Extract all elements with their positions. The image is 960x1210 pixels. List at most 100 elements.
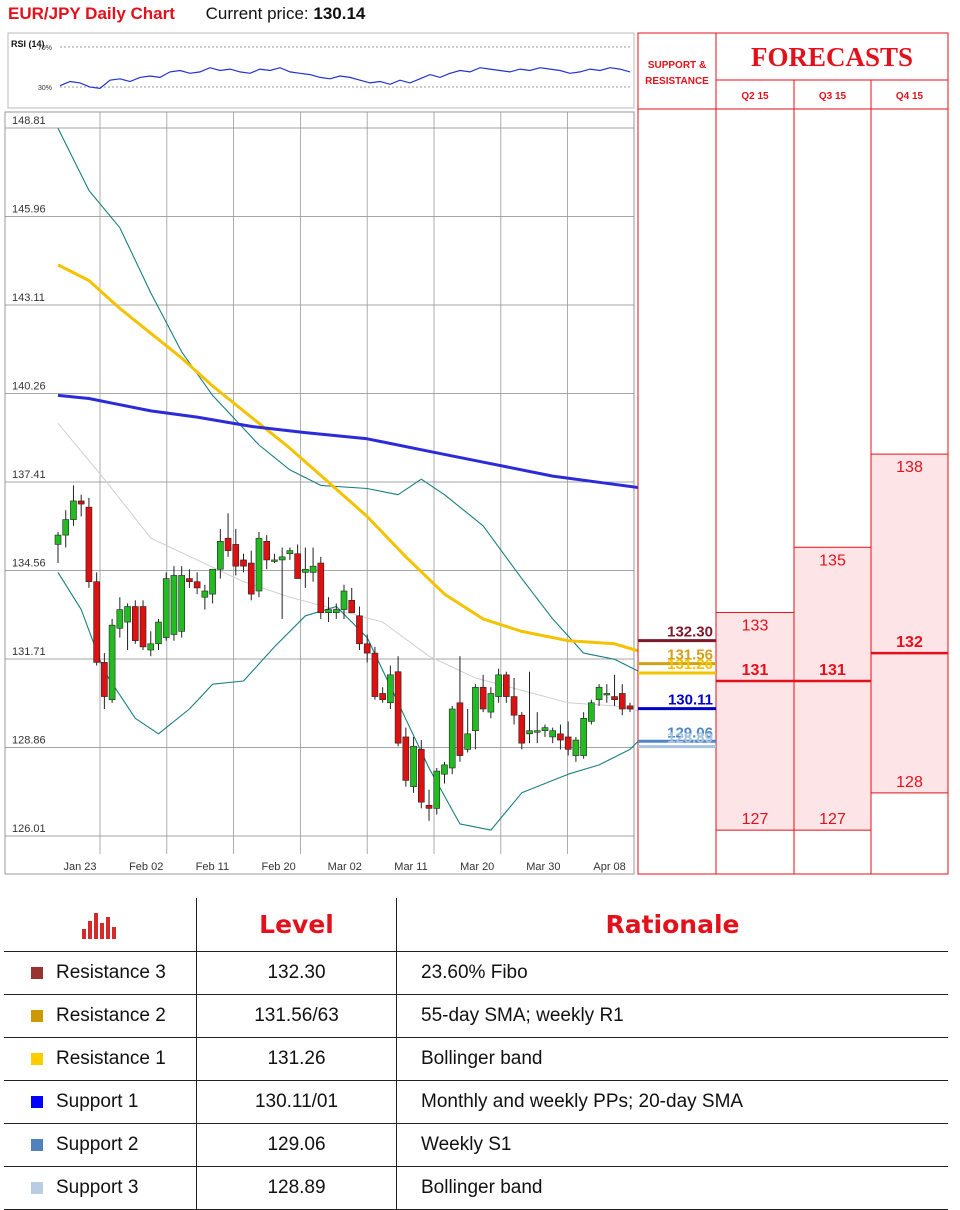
- level-color-swatch: [31, 1053, 43, 1065]
- level-name: Support 3: [56, 1177, 139, 1198]
- forecasts-header: FORECASTS: [751, 42, 913, 72]
- candle: [348, 587, 356, 614]
- candle: [518, 712, 526, 750]
- candle-body: [340, 590, 348, 610]
- candle-body: [263, 541, 271, 561]
- candle: [124, 603, 131, 650]
- candle: [402, 727, 410, 787]
- candle: [232, 528, 240, 576]
- rationale-cell: 23.60% Fibo: [396, 951, 948, 995]
- candle-body: [217, 541, 224, 570]
- candle-body: [62, 519, 70, 536]
- forecast-range: [715, 611, 795, 831]
- level-color-swatch: [31, 1096, 43, 1108]
- y-tick-label: 140.26: [12, 381, 46, 393]
- level-label-r3: 132.30: [667, 624, 713, 641]
- level-name-cell: Support 2: [4, 1123, 197, 1167]
- candle: [247, 550, 255, 601]
- forecast-low-label: 127: [819, 811, 846, 828]
- candle: [448, 705, 456, 775]
- candle: [54, 531, 62, 564]
- rsi-level-label: 70%: [38, 45, 52, 52]
- candle-body: [356, 615, 363, 645]
- candle-body: [317, 562, 325, 614]
- candle-body: [302, 568, 309, 573]
- level-name: Resistance 1: [56, 1048, 166, 1069]
- sma200-line: [57, 393, 646, 490]
- forecast-range: [870, 453, 949, 794]
- candle: [278, 547, 286, 619]
- candle-body: [441, 764, 448, 775]
- candle-body: [240, 559, 247, 567]
- candle: [417, 740, 425, 809]
- y-tick-label: 143.11: [12, 292, 45, 304]
- level-name: Resistance 2: [56, 1005, 166, 1026]
- candle-body: [332, 609, 340, 614]
- candle: [317, 556, 325, 619]
- x-tick-label: Jan 23: [63, 861, 96, 873]
- level-column-header: Level: [196, 898, 397, 952]
- candle: [155, 618, 162, 650]
- level-name-cell: Support 3: [4, 1166, 197, 1210]
- x-tick-label: Feb 11: [196, 861, 229, 873]
- candle-body: [108, 624, 116, 700]
- candle: [487, 687, 495, 719]
- candle: [603, 684, 611, 703]
- rationale-cell: Monthly and weekly PPs; 20-day SMA: [396, 1080, 948, 1124]
- level-value-cell: 129.06: [196, 1123, 397, 1167]
- candle: [379, 687, 386, 703]
- level-value-cell: 131.26: [196, 1037, 397, 1081]
- chart-canvas: RSI (14)70% 30% 148.81 145.96 143.11 140.26 13…: [4, 32, 949, 875]
- quarter-label: Q4 15: [896, 91, 924, 102]
- candle-body: [487, 693, 495, 713]
- forecast-low-label: 127: [742, 811, 769, 828]
- candle-body: [456, 702, 464, 756]
- candle-body: [618, 693, 626, 710]
- candle-body: [232, 544, 240, 567]
- sr-header-line-1: SUPPORT &: [648, 60, 706, 71]
- candle: [611, 674, 618, 706]
- candle-body: [363, 643, 371, 654]
- candle-body: [116, 609, 124, 629]
- candle-body: [580, 718, 587, 756]
- rationale-cell: Weekly S1: [396, 1123, 948, 1167]
- candle-body: [247, 562, 255, 595]
- candle-body: [588, 702, 595, 722]
- forecast-low-label: 128: [896, 774, 923, 791]
- candle-body: [410, 745, 417, 787]
- candle: [456, 656, 464, 762]
- table-row: Resistance 2 131.56/63 55-day SMA; weekly …: [4, 994, 948, 1038]
- y-tick-label: 131.71: [12, 646, 46, 658]
- level-color-swatch: [31, 1182, 43, 1194]
- candle: [255, 531, 263, 598]
- x-tick-label: Mar 11: [394, 861, 427, 873]
- candle: [541, 724, 549, 737]
- candle: [263, 535, 271, 570]
- level-name: Support 1: [56, 1091, 139, 1112]
- candle: [332, 603, 340, 619]
- candle-body: [309, 565, 317, 573]
- candle-body: [371, 652, 379, 697]
- y-tick-label: 128.86: [12, 735, 46, 747]
- table-row: Resistance 1 131.26 Bollinger band: [4, 1037, 948, 1081]
- candle: [209, 568, 216, 604]
- candle-body: [77, 500, 85, 505]
- candle: [162, 572, 170, 641]
- candle-body: [425, 804, 433, 809]
- quarter-label: Q3 15: [819, 91, 847, 102]
- chart-header: EUR/JPY Daily Chart Current price: 130.1…: [8, 4, 365, 28]
- forecast-mid-label: 131: [742, 662, 769, 679]
- candle-body: [464, 733, 471, 750]
- candle-body: [224, 537, 232, 551]
- candle-body: [278, 556, 286, 561]
- y-tick-label: 145.96: [12, 204, 46, 216]
- rsi-level-label: 30%: [38, 85, 52, 92]
- candle-body: [93, 581, 100, 663]
- candle-body: [417, 749, 425, 803]
- candle: [495, 668, 502, 703]
- candle-body: [510, 696, 518, 716]
- candle-body: [131, 606, 139, 641]
- rationale-cell: Bollinger band: [396, 1166, 948, 1210]
- candle: [240, 553, 247, 573]
- candle: [557, 724, 564, 750]
